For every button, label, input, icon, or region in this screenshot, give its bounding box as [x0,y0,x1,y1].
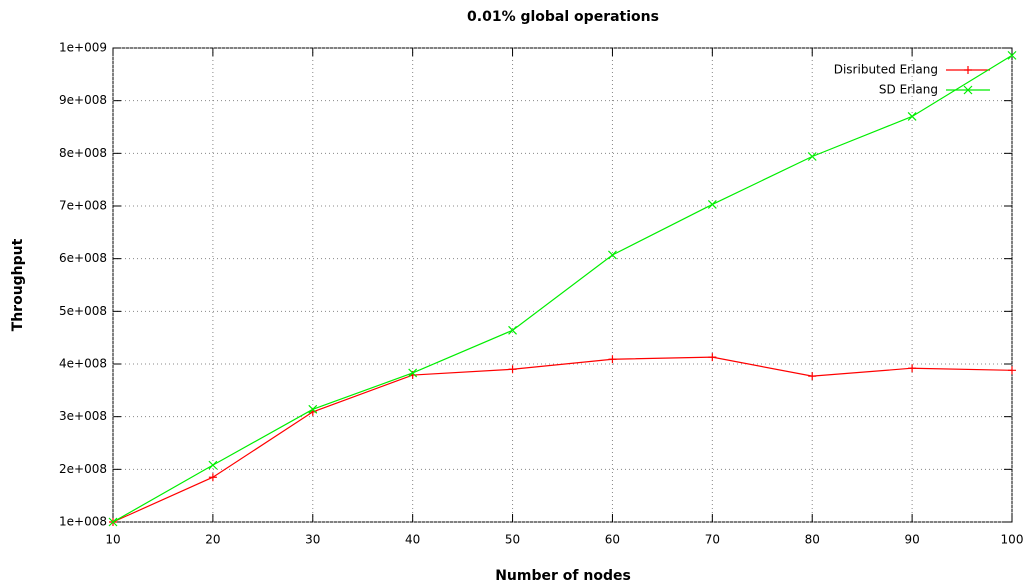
chart-title: 0.01% global operations [467,9,659,25]
y-tick-label: 4e+008 [59,357,107,371]
point-marker [108,517,118,527]
point-marker [1008,366,1016,375]
point-marker [907,112,917,121]
y-axis-label: Throughput [10,238,26,331]
legend-label: Disributed Erlang [834,63,938,77]
y-tick-label: 1e+009 [59,41,107,55]
y-tick-label: 6e+008 [59,251,107,265]
x-tick-label: 30 [305,533,320,547]
point-marker [608,355,617,364]
y-tick-label: 5e+008 [59,304,107,318]
y-tick-label: 8e+008 [59,146,107,160]
point-marker [808,372,817,381]
x-tick-label: 70 [705,533,720,547]
series-line [112,54,1013,523]
point-marker [608,250,617,260]
series-line [112,356,1013,523]
point-marker [508,325,517,335]
y-tick-label: 7e+008 [59,199,107,213]
point-marker [807,152,817,161]
x-tick-label: 10 [105,533,120,547]
y-tick-label: 1e+008 [59,515,107,529]
y-tick-label: 9e+008 [59,93,107,107]
point-marker [408,368,418,378]
x-tick-label: 40 [405,533,420,547]
x-tick-label: 20 [205,533,220,547]
y-tick-label: 2e+008 [59,462,107,476]
point-marker [308,404,318,414]
x-tick-label: 90 [904,533,919,547]
point-marker [707,199,717,209]
point-marker [908,364,917,373]
point-marker [208,460,218,470]
point-marker [1007,50,1017,60]
legend-marker [963,85,973,95]
point-marker [708,353,717,362]
legend-marker [964,66,972,74]
x-tick-label: 60 [605,533,620,547]
x-tick-label: 80 [805,533,820,547]
point-marker [208,473,217,482]
point-marker [508,365,517,374]
x-tick-label: 100 [1001,533,1024,547]
x-tick-label: 50 [505,533,520,547]
x-axis-label: Number of nodes [495,568,631,584]
plot-frame [112,47,1013,523]
y-tick-label: 3e+008 [59,409,107,423]
legend-label: SD Erlang [879,83,938,97]
